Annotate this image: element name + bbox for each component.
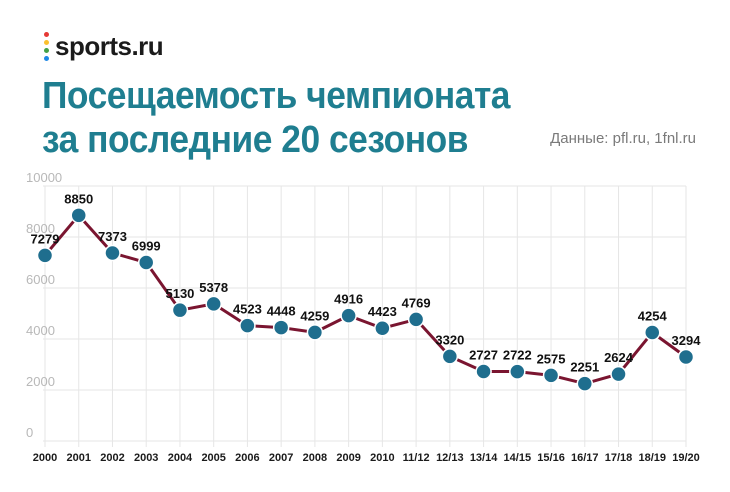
x-tick-label-15: 15/16	[537, 452, 565, 464]
x-tick-label-18: 18/19	[638, 452, 666, 464]
logo-dots-icon	[44, 31, 49, 61]
data-label-10: 4423	[368, 304, 397, 319]
data-point-3	[137, 254, 155, 271]
data-label-4: 5130	[165, 286, 194, 301]
data-label-11: 4769	[402, 295, 431, 310]
x-tick-label-3: 2003	[134, 452, 158, 464]
x-tick-label-14: 14/15	[504, 452, 532, 464]
x-tick-label-17: 17/18	[605, 452, 633, 464]
data-point-19	[677, 348, 695, 366]
data-label-9: 4916	[334, 292, 363, 307]
logo-dot-3	[44, 47, 49, 53]
data-point-18	[644, 324, 661, 341]
data-label-18: 4254	[638, 309, 668, 324]
data-label-0: 7279	[31, 231, 60, 246]
data-label-15: 2575	[537, 351, 566, 366]
data-label-3: 6999	[132, 239, 161, 254]
data-label-7: 4448	[267, 304, 296, 319]
data-point-11	[407, 311, 425, 328]
x-tick-label-0: 2000	[33, 452, 57, 464]
data-point-16	[576, 375, 594, 392]
x-tick-label-2: 2002	[100, 452, 124, 464]
data-point-13	[475, 363, 492, 380]
data-point-14	[509, 363, 526, 380]
data-source: Данные: pfl.ru, 1fnl.ru	[550, 130, 696, 147]
x-tick-label-19: 19/20	[672, 452, 700, 464]
data-point-2	[104, 244, 121, 262]
data-point-6	[239, 317, 256, 334]
data-point-12	[441, 348, 459, 365]
chart-title-line-2: за последние 20 сезонов	[42, 119, 468, 161]
x-tick-label-8: 2008	[303, 452, 327, 464]
data-label-19: 3294	[672, 333, 702, 348]
data-point-8	[306, 324, 324, 341]
y-tick-label-8000: 8000	[26, 221, 55, 236]
data-label-12: 3320	[435, 332, 464, 347]
y-tick-label-0: 0	[26, 425, 33, 440]
data-point-1	[70, 207, 87, 224]
data-label-17: 2624	[604, 350, 634, 365]
y-tick-label-4000: 4000	[26, 323, 55, 338]
data-label-16: 2251	[570, 360, 599, 375]
data-label-13: 2727	[469, 347, 498, 362]
y-tick-label-10000: 10000	[26, 170, 62, 185]
logo-text: sports.ru	[55, 30, 164, 61]
y-tick-label-6000: 6000	[26, 272, 55, 287]
data-point-15	[542, 367, 560, 384]
x-tick-label-16: 16/17	[571, 452, 599, 464]
data-label-8: 4259	[300, 308, 329, 323]
data-label-6: 4523	[233, 302, 262, 317]
data-label-1: 8850	[64, 191, 93, 206]
x-tick-label-5: 2005	[201, 452, 225, 464]
x-tick-label-1: 2001	[66, 452, 90, 464]
logo-dot-4	[44, 55, 49, 61]
x-tick-label-13: 13/14	[470, 452, 498, 464]
x-tick-label-10: 2010	[370, 452, 394, 464]
y-tick-label-2000: 2000	[26, 374, 55, 389]
x-tick-label-12: 12/13	[436, 452, 464, 464]
data-point-10	[374, 319, 391, 337]
data-point-4	[171, 301, 189, 319]
chart-title-line-1: Посещаемость чемпионата	[42, 75, 511, 117]
logo: sports.ru	[44, 28, 164, 64]
x-tick-label-4: 2004	[168, 452, 193, 464]
data-point-9	[340, 307, 357, 324]
x-tick-label-7: 2007	[269, 452, 293, 464]
logo-dot-1	[44, 31, 49, 37]
data-point-7	[272, 319, 290, 336]
x-tick-label-9: 2009	[336, 452, 360, 464]
logo-dot-2	[44, 39, 49, 45]
data-point-5	[205, 295, 222, 313]
x-tick-label-11: 11/12	[403, 452, 430, 464]
chart-title: Посещаемость чемпионата за последние 20 …	[42, 74, 510, 162]
data-point-17	[610, 365, 627, 383]
x-tick-label-6: 2006	[235, 452, 259, 464]
data-label-5: 5378	[199, 280, 228, 295]
data-label-2: 7373	[98, 229, 127, 244]
data-point-0	[36, 247, 54, 264]
data-label-14: 2722	[503, 348, 532, 363]
